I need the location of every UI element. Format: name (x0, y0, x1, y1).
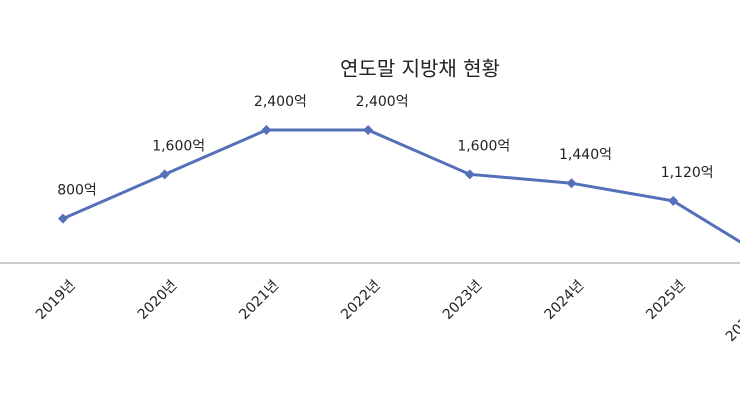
x-tick-label: 2023년 (440, 277, 486, 323)
data-label: 1,600억 (152, 138, 205, 154)
x-tick-label: 2022년 (338, 277, 384, 323)
data-label: 800억 (57, 183, 97, 199)
x-tick-label: 2019년 (33, 277, 79, 323)
point-marker (464, 169, 475, 180)
point-marker (363, 125, 374, 135)
data-label: 2,400억 (356, 94, 409, 110)
x-tick-label: 2025년 (643, 277, 689, 323)
point-marker (668, 195, 679, 206)
data-label: 1,120억 (661, 165, 714, 181)
x-tick-label: 2020년 (135, 277, 181, 323)
chart-title: 연도말 지방채 현황 (340, 57, 500, 81)
x-tick-label: 2026년(조기 (723, 277, 740, 345)
x-tick-label: 2024년 (542, 277, 588, 323)
data-label: 2,400억 (254, 94, 307, 110)
point-marker (566, 178, 577, 189)
data-label: 1,440억 (559, 147, 612, 163)
point-marker (159, 169, 170, 180)
point-marker (261, 125, 272, 135)
x-tick-label: 2021년 (236, 277, 282, 323)
point-marker (58, 213, 68, 224)
data-label: 1,600억 (457, 138, 510, 154)
series-line (62, 128, 740, 244)
